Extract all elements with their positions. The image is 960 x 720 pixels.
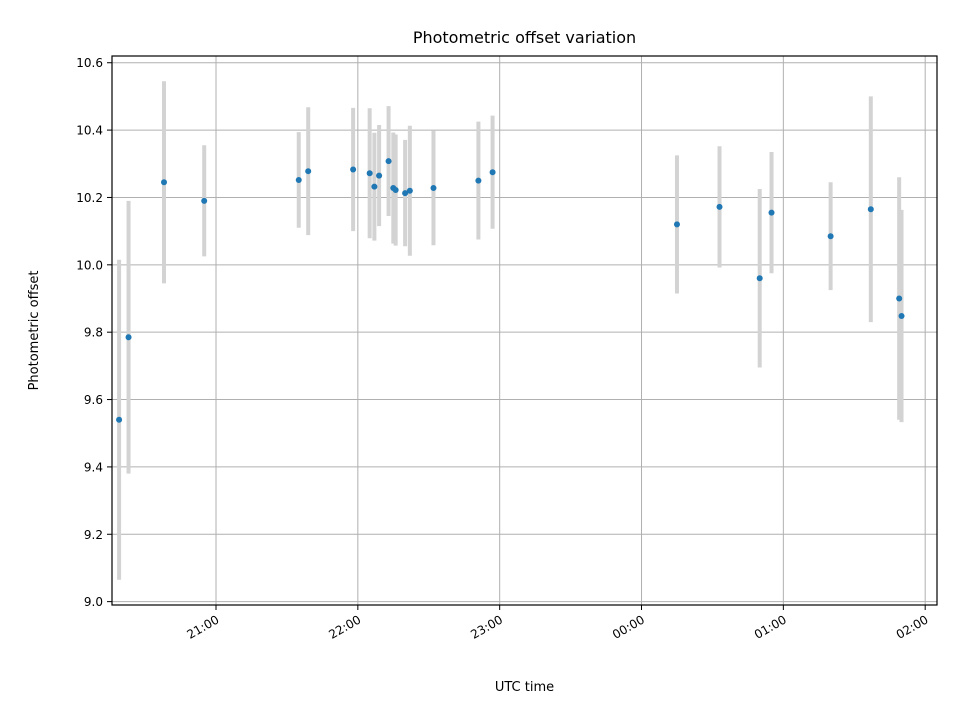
data-point xyxy=(896,295,903,302)
chart-title: Photometric offset variation xyxy=(413,28,636,47)
data-point xyxy=(898,313,905,320)
data-point xyxy=(430,185,437,192)
data-point xyxy=(376,172,383,179)
y-tick-label: 10.6 xyxy=(76,56,103,70)
data-point xyxy=(827,233,834,240)
y-tick-label: 10.4 xyxy=(76,124,103,138)
data-point xyxy=(116,416,123,423)
grid xyxy=(112,56,937,605)
data-points xyxy=(116,158,905,423)
y-tick-label: 9.2 xyxy=(84,528,103,542)
y-tick-label: 10.2 xyxy=(76,191,103,205)
data-point xyxy=(305,168,312,175)
y-tick-label: 9.8 xyxy=(84,326,103,340)
y-tick-label: 10.0 xyxy=(76,258,103,272)
data-point xyxy=(385,158,392,165)
data-point xyxy=(350,166,357,173)
data-point xyxy=(392,187,399,194)
data-point xyxy=(673,221,680,228)
y-tick-label: 9.0 xyxy=(84,595,103,609)
data-point xyxy=(161,179,168,186)
y-axis-label: Photometric offset xyxy=(27,271,42,391)
data-point xyxy=(371,183,378,190)
data-point xyxy=(402,190,409,197)
y-tick-label: 9.4 xyxy=(84,460,103,474)
data-point xyxy=(489,169,496,176)
data-point xyxy=(768,209,775,216)
data-point xyxy=(125,334,132,341)
plot-frame xyxy=(111,55,938,606)
data-point xyxy=(756,275,763,282)
data-point xyxy=(475,177,482,184)
data-point xyxy=(406,187,413,194)
data-point xyxy=(366,170,373,177)
data-point xyxy=(295,176,302,183)
y-tick-label: 9.6 xyxy=(84,393,103,407)
data-point xyxy=(201,197,208,204)
data-point xyxy=(716,203,723,210)
data-point xyxy=(867,206,874,213)
x-axis-label: UTC time xyxy=(495,680,554,695)
